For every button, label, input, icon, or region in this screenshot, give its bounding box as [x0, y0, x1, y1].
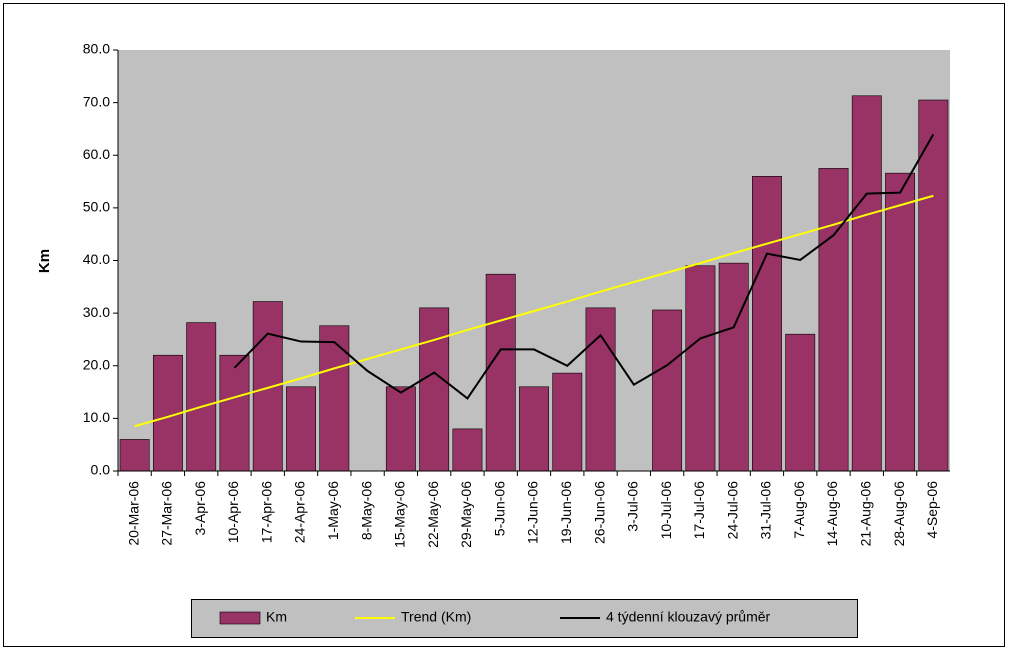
y-tick-label: 30.0 [83, 304, 110, 320]
x-tick-label: 3-Apr-06 [192, 481, 208, 536]
y-tick-label: 80.0 [83, 41, 110, 57]
x-tick-label: 28-Aug-06 [891, 481, 907, 547]
bar [685, 265, 716, 472]
bar [452, 428, 483, 472]
x-tick-label: 17-Jul-06 [691, 481, 707, 540]
legend [191, 599, 858, 638]
x-tick-label: 1-May-06 [325, 481, 341, 540]
x-tick-label: 26-Jun-06 [591, 481, 607, 544]
line [233, 133, 935, 400]
bar [851, 95, 882, 472]
x-tick-label: 31-Jul-06 [758, 481, 774, 540]
legend-label: 4 týdenní klouzavý průměr [606, 609, 771, 625]
x-tick-label: 5-Jun-06 [491, 481, 507, 536]
x-tick-label: 8-May-06 [358, 481, 374, 540]
x-tick-label: 22-May-06 [425, 481, 441, 548]
x-tick-label: 24-Apr-06 [292, 481, 308, 543]
bar [918, 99, 949, 472]
bar [818, 168, 849, 472]
x-tick-label: 15-May-06 [392, 481, 408, 548]
x-tick-label: 24-Jul-06 [724, 481, 740, 540]
bar [519, 386, 549, 472]
bar [752, 176, 782, 472]
bar [219, 354, 250, 472]
x-tick-label: 7-Aug-06 [791, 481, 807, 539]
y-tick-label: 60.0 [83, 146, 110, 162]
bar [186, 322, 217, 472]
legend-label: Trend (Km) [401, 609, 471, 625]
legend-label: Km [266, 609, 287, 625]
bar [885, 172, 916, 472]
y-axis-label: Km [36, 249, 53, 273]
x-tick-label: 17-Apr-06 [258, 481, 274, 543]
x-tick-label: 29-May-06 [458, 481, 474, 548]
bar [419, 307, 450, 472]
bar [785, 333, 816, 472]
bar [252, 301, 283, 472]
x-tick-label: 19-Jun-06 [558, 481, 574, 544]
bar [718, 262, 749, 472]
y-tick-label: 50.0 [83, 199, 110, 215]
bar [319, 325, 350, 472]
x-tick-label: 21-Aug-06 [858, 481, 874, 547]
x-tick-label: 10-Jul-06 [658, 481, 674, 540]
legend-swatch [219, 611, 261, 625]
bar [485, 273, 516, 472]
y-tick-label: 0.0 [91, 462, 111, 478]
y-tick-label: 70.0 [83, 93, 110, 109]
bar [552, 372, 583, 472]
bar [286, 386, 316, 472]
x-tick-label: 4-Sep-06 [924, 481, 940, 539]
x-tick-label: 27-Mar-06 [159, 481, 175, 546]
bar [385, 386, 416, 472]
y-tick-label: 40.0 [83, 251, 110, 267]
line [134, 194, 934, 428]
x-tick-label: 3-Jul-06 [625, 481, 641, 532]
x-tick-label: 12-Jun-06 [525, 481, 541, 544]
y-tick-label: 20.0 [83, 356, 110, 372]
x-tick-label: 14-Aug-06 [824, 481, 840, 547]
bar [585, 307, 616, 472]
bar [652, 309, 683, 472]
x-tick-label: 10-Apr-06 [225, 481, 241, 543]
y-tick-label: 10.0 [83, 409, 110, 425]
x-tick-label: 20-Mar-06 [125, 481, 141, 546]
bar [119, 439, 150, 472]
